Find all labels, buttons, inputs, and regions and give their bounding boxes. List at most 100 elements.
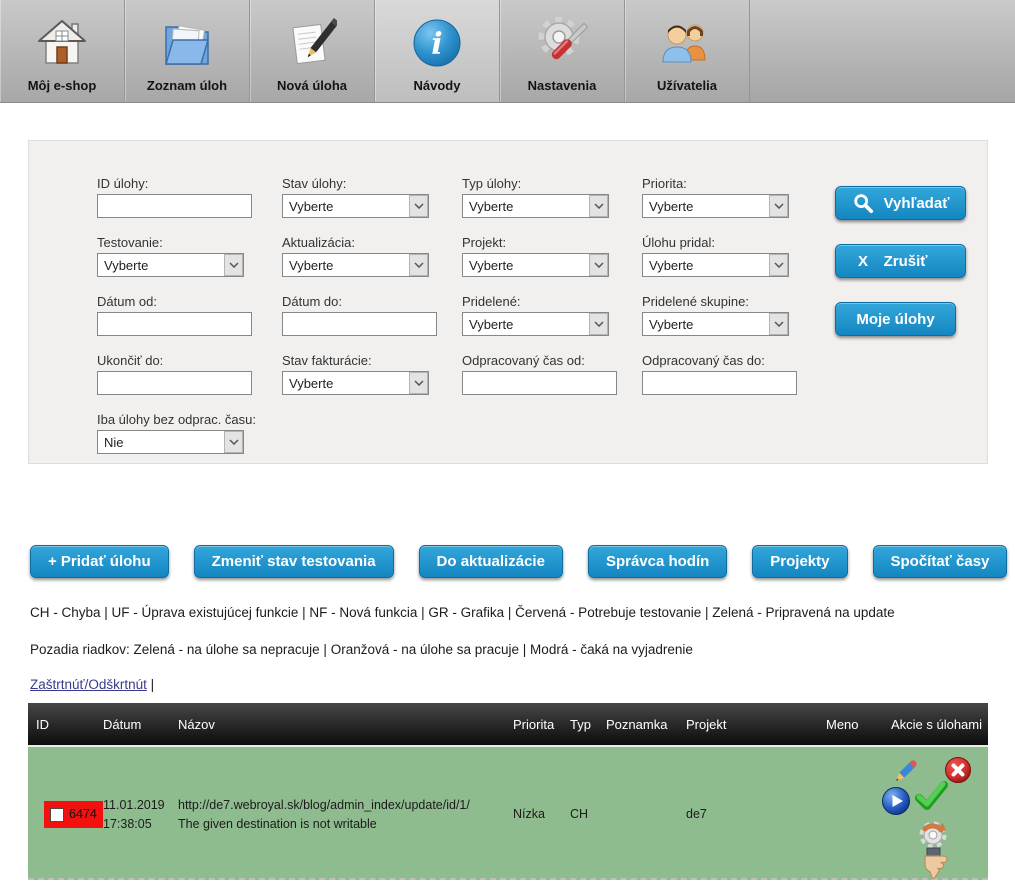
new-task-icon <box>287 13 337 73</box>
select-value: Vyberte <box>289 198 334 214</box>
delete-icon[interactable] <box>944 756 972 789</box>
chevron-down-icon <box>224 431 243 453</box>
update-select[interactable]: Vyberte <box>282 253 429 277</box>
finish-by-input[interactable] <box>97 371 252 395</box>
col-project: Projekt <box>686 716 727 732</box>
field-project: Projekt: Vyberte <box>462 235 642 277</box>
task-added-by-select[interactable]: Vyberte <box>642 253 789 277</box>
field-label: Aktualizácia: <box>282 235 355 250</box>
my-tasks-button[interactable]: Moje úlohy <box>835 302 956 336</box>
field-assigned: Pridelené: Vyberte <box>462 294 642 336</box>
count-times-button[interactable]: Spočítať časy <box>872 545 1008 578</box>
chevron-down-icon <box>409 372 428 394</box>
check-toggle-row: Zaštrtnúť/Odškrtnút | <box>30 677 1015 692</box>
field-label: ID úlohy: <box>97 176 149 191</box>
field-task-state: Stav úlohy: Vyberte <box>282 176 462 218</box>
chevron-down-icon <box>409 195 428 217</box>
worked-time-from-input[interactable] <box>462 371 617 395</box>
hours-manager-button[interactable]: Správca hodín <box>587 545 728 578</box>
cancel-button-label: Zrušiť <box>883 252 928 270</box>
settings-icon <box>536 13 588 73</box>
field-label: Pridelené: <box>462 294 521 309</box>
chevron-down-icon <box>409 254 428 276</box>
field-label: Dátum do: <box>282 294 342 309</box>
nav-item-users[interactable]: Užívatelia <box>625 0 750 102</box>
filter-form: ID úlohy: Stav úlohy: Vyberte Typ úlohy:… <box>29 141 987 454</box>
check-icon[interactable] <box>912 777 950 820</box>
row-type: CH <box>570 807 589 822</box>
field-date-from: Dátum od: <box>97 294 282 336</box>
select-value: Vyberte <box>649 198 694 214</box>
row-checkbox[interactable] <box>50 807 64 822</box>
toggle-suffix: | <box>150 677 155 692</box>
folder-icon <box>160 13 214 73</box>
date-from-input[interactable] <box>97 312 252 336</box>
row-project: de7 <box>686 807 707 822</box>
nav-item-settings[interactable]: Nastavenia <box>500 0 625 102</box>
task-state-select[interactable]: Vyberte <box>282 194 429 218</box>
nav-item-new-task[interactable]: Nová úloha <box>250 0 375 102</box>
process-gear-icon[interactable] <box>916 815 952 856</box>
field-label: Stav fakturácie: <box>282 353 372 368</box>
projects-button[interactable]: Projekty <box>752 545 848 578</box>
select-value: Vyberte <box>469 316 514 332</box>
row-id: 6474 <box>69 807 97 822</box>
tasks-table: ID Dátum Názov Priorita Typ Poznamka Pro… <box>28 703 988 880</box>
thumbs-down-icon[interactable] <box>919 847 951 886</box>
task-type-select[interactable]: Vyberte <box>462 194 609 218</box>
id-badge: 6474 <box>44 801 103 828</box>
select-value: Vyberte <box>289 375 334 391</box>
nav-label: Nastavenia <box>527 78 597 93</box>
task-id-input[interactable] <box>97 194 252 218</box>
col-date: Dátum <box>103 716 142 732</box>
play-icon[interactable] <box>881 786 911 821</box>
top-navigation: Môj e-shop Zoznam úloh <box>0 0 1015 103</box>
field-task-id: ID úlohy: <box>97 176 282 218</box>
col-actions: Akcie s úlohami <box>890 716 982 732</box>
nav-item-task-list[interactable]: Zoznam úloh <box>125 0 250 102</box>
select-value: Vyberte <box>649 257 694 273</box>
cancel-button[interactable]: X Zrušiť <box>835 244 966 278</box>
change-testing-state-button[interactable]: Zmeniť stav testovania <box>193 545 394 578</box>
table-row: 6474 11.01.2019 17:38:05 http://de7.webr… <box>28 745 988 880</box>
select-value: Vyberte <box>469 198 514 214</box>
row-date: 11.01.2019 <box>103 797 165 812</box>
field-invoice-state: Stav fakturácie: Vyberte <box>282 353 462 395</box>
chevron-down-icon <box>589 313 608 335</box>
worked-time-to-input[interactable] <box>642 371 797 395</box>
field-date-to: Dátum do: <box>282 294 462 336</box>
chevron-down-icon <box>769 195 788 217</box>
svg-text:i: i <box>431 27 442 62</box>
action-button-row: + Pridať úlohu Zmeniť stav testovania Do… <box>30 545 1015 578</box>
nav-label: Zoznam úloh <box>146 78 228 93</box>
invoice-state-select[interactable]: Vyberte <box>282 371 429 395</box>
field-worked-time-to: Odpracovaný čas do: <box>642 353 842 395</box>
testing-select[interactable]: Vyberte <box>97 253 244 277</box>
col-name: Názov <box>178 716 215 732</box>
edit-icon[interactable] <box>889 754 923 793</box>
assigned-group-select[interactable]: Vyberte <box>642 312 789 336</box>
priority-select[interactable]: Vyberte <box>642 194 789 218</box>
field-testing: Testovanie: Vyberte <box>97 235 282 277</box>
row-actions-cell <box>882 747 988 882</box>
col-note: Poznamka <box>606 716 668 732</box>
row-priority: Nízka <box>513 807 545 822</box>
filter-panel: ID úlohy: Stav úlohy: Vyberte Typ úlohy:… <box>28 140 988 464</box>
add-task-button[interactable]: + Pridať úlohu <box>30 545 169 578</box>
search-icon <box>852 192 874 214</box>
assigned-select[interactable]: Vyberte <box>462 312 609 336</box>
date-to-input[interactable] <box>282 312 437 336</box>
check-uncheck-link[interactable]: Zaštrtnúť/Odškrtnút <box>30 677 147 692</box>
col-priority: Priorita <box>513 716 555 732</box>
col-id: ID <box>36 716 49 732</box>
field-label: Projekt: <box>462 235 507 250</box>
only-without-time-select[interactable]: Nie <box>97 430 244 454</box>
nav-item-guides[interactable]: i Návody <box>375 0 500 102</box>
field-only-without-time: Iba úlohy bez odprac. času: Nie <box>97 412 282 454</box>
select-value: Vyberte <box>649 316 694 332</box>
search-button[interactable]: Vyhľadať <box>835 186 966 220</box>
nav-item-my-eshop[interactable]: Môj e-shop <box>0 0 125 102</box>
to-update-button[interactable]: Do aktualizácie <box>418 545 563 578</box>
field-finish-by: Ukončiť do: <box>97 353 282 395</box>
project-select[interactable]: Vyberte <box>462 253 609 277</box>
